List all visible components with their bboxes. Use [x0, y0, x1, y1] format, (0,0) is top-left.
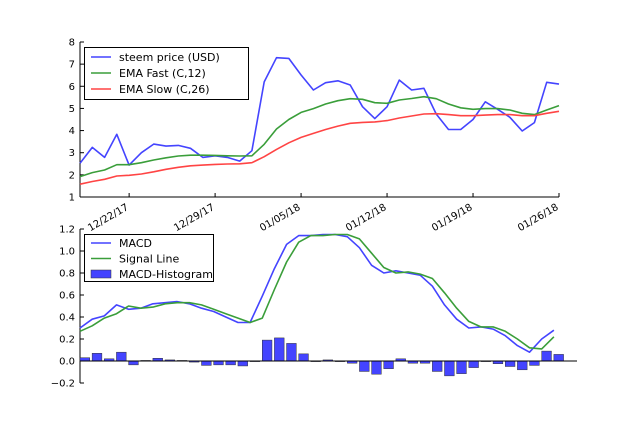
x-tick-label: 01/05/18	[258, 202, 302, 234]
legend-label: EMA Slow (C,26)	[119, 83, 209, 96]
histogram-bar	[517, 360, 528, 371]
series-line-ema-fast	[79, 95, 560, 178]
histogram-bar	[91, 353, 103, 362]
histogram-bar	[286, 343, 297, 362]
histogram-bar	[298, 353, 309, 362]
y-tick-label: 8	[69, 38, 75, 49]
y-tick-label: 0.8	[59, 269, 75, 280]
y-tick-label: 5	[69, 104, 75, 115]
histogram-bar	[456, 360, 467, 374]
x-tick-label: 01/19/18	[430, 202, 474, 234]
histogram-bar	[225, 360, 236, 366]
histogram-bar	[529, 360, 540, 366]
legend-box	[84, 47, 249, 100]
y-tick-label: −0.2	[51, 379, 75, 390]
histogram-bar	[116, 351, 127, 362]
series-line-signal	[79, 233, 555, 350]
histogram-bar	[505, 360, 516, 367]
y-tick-label: 0.6	[59, 291, 75, 302]
legend-label: MACD-Histogram	[119, 268, 213, 281]
x-tick-label: 01/26/18	[516, 202, 560, 234]
x-tick-label: 12/29/17	[172, 202, 216, 234]
series-line-price	[79, 56, 560, 166]
histogram-bar	[128, 360, 139, 366]
legend-label: EMA Fast (C,12)	[119, 67, 206, 80]
macd-panel: −0.2 0.0 0.2 0.4 0.6 0.8 1.0 1.2 MACD Signal Line…	[51, 225, 577, 390]
legend-label: steem price (USD)	[119, 51, 220, 64]
y-tick-label: 3	[69, 148, 75, 159]
y-tick-label: 0.0	[59, 357, 75, 368]
y-tick-label: 6	[69, 82, 75, 93]
legend: MACD Signal Line MACD-Histogram	[84, 234, 214, 282]
price-ema-panel: 1 2 3 4 5 6 7 8 12/22/17 12/29/17 01/05/18 01/12/18…	[69, 38, 561, 235]
y-tick-label: 1	[69, 193, 75, 204]
y-tick-label: 7	[69, 60, 75, 71]
histogram-bar	[468, 360, 479, 368]
y-tick-label: 1.0	[59, 247, 75, 258]
histogram-bar	[213, 360, 224, 366]
histogram-bar	[541, 350, 552, 362]
histogram-bar	[262, 339, 273, 362]
y-tick-label: 0.4	[59, 313, 75, 324]
y-tick-label: 0.2	[59, 335, 75, 346]
histogram-bar	[359, 360, 370, 372]
histogram-bar	[201, 360, 212, 366]
histogram-bar	[274, 337, 285, 362]
histogram-bar	[432, 360, 443, 372]
histogram-bar	[371, 360, 382, 375]
legend-label: Signal Line	[119, 253, 179, 266]
legend-label: MACD	[119, 237, 152, 250]
legend: steem price (USD) EMA Fast (C,12) EMA Slow…	[84, 47, 249, 100]
x-tick-label: 01/12/18	[344, 202, 388, 234]
y-tick-label: 1.2	[59, 225, 75, 236]
y-tick-label: 2	[69, 170, 75, 181]
histogram-bar	[237, 360, 248, 367]
histogram-bar	[383, 360, 394, 369]
series-line-ema-slow	[79, 110, 560, 185]
legend-swatch	[90, 269, 112, 279]
histogram-bar	[553, 354, 564, 362]
x-tick-label: 12/22/17	[86, 202, 130, 234]
histogram-bar	[444, 360, 455, 377]
y-tick-label: 4	[69, 126, 75, 137]
